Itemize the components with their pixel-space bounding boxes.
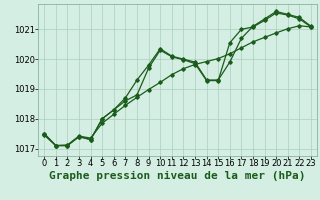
X-axis label: Graphe pression niveau de la mer (hPa): Graphe pression niveau de la mer (hPa) <box>49 171 306 181</box>
